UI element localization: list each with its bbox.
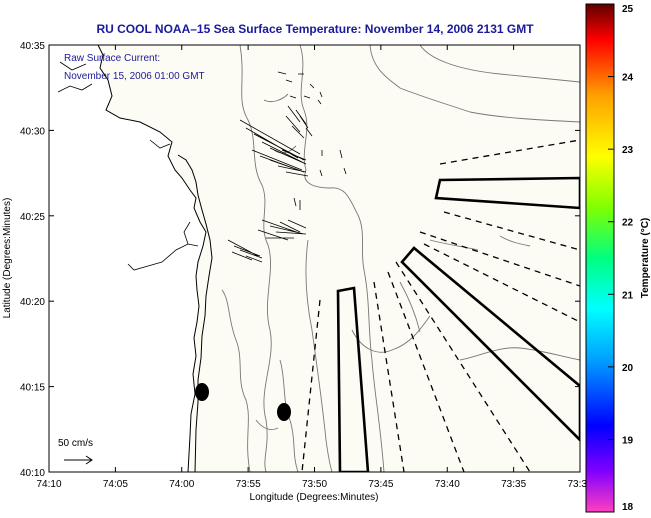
x-tick-label: 73:35	[501, 479, 526, 490]
y-tick-label: 40:20	[20, 297, 45, 308]
y-tick-label: 40:35	[20, 41, 45, 52]
bathymetry-contours	[221, 45, 580, 472]
station-marker-1[interactable]	[195, 383, 209, 401]
colorbar-gradient	[585, 3, 615, 513]
radar-rays	[301, 139, 580, 472]
colorbar-tick-label: 19	[622, 435, 634, 446]
annotation-line-2: November 15, 2006 01:00 GMT	[64, 71, 205, 82]
y-tick-label: 40:25	[20, 212, 45, 223]
land-detail	[57, 61, 171, 149]
annotation-line-1: Raw Surface Current:	[64, 53, 160, 64]
colorbar-ticks: 18 19 20 21 22 23 24 25	[608, 3, 634, 513]
x-axis-ticks: 74:10 74:05 74:00 73:55 73:50 73:45 73:40 73:35…	[36, 45, 593, 490]
x-tick-label: 73:40	[435, 479, 460, 490]
y-axis-label: Latitude (Degrees:Minutes)	[2, 198, 13, 319]
y-tick-label: 40:10	[20, 468, 45, 479]
x-tick-label: 73:30	[567, 479, 592, 490]
x-axis-label: Longitude (Degrees:Minutes)	[250, 492, 379, 503]
station-marker-2[interactable]	[277, 403, 291, 421]
x-tick-label: 73:50	[302, 479, 327, 490]
barrier-island-line	[177, 154, 213, 472]
land-mass	[49, 45, 207, 472]
colorbar-label: Temperature (°C)	[640, 218, 651, 299]
colorbar-tick-label: 23	[622, 145, 634, 156]
colorbar-tick-label: 25	[622, 4, 634, 15]
x-tick-label: 73:55	[236, 479, 261, 490]
y-tick-label: 40:30	[20, 126, 45, 137]
colorbar-tick-label: 20	[622, 363, 634, 374]
temperature-colorbar: 18 19 20 21 22 23 24 25 Temperature (°C)	[585, 3, 651, 513]
x-tick-label: 74:05	[103, 479, 128, 490]
scale-arrow	[64, 455, 93, 465]
sampling-polygons	[336, 176, 580, 472]
y-axis-ticks: 40:10 40:15 40:20 40:25 40:30 40:35	[20, 41, 580, 479]
map-title: RU COOL NOAA–15 Sea Surface Temperature:…	[96, 22, 534, 36]
river-inlet	[127, 221, 199, 271]
y-tick-label: 40:15	[20, 383, 45, 394]
scale-label: 50 cm/s	[58, 438, 93, 449]
colorbar-tick-label: 22	[622, 218, 634, 229]
colorbar-tick-label: 21	[622, 290, 634, 301]
current-vectors	[227, 71, 347, 263]
x-tick-label: 73:45	[368, 479, 393, 490]
x-tick-label: 74:10	[36, 479, 61, 490]
colorbar-tick-label: 18	[622, 502, 634, 513]
colorbar-tick-label: 24	[622, 73, 634, 84]
x-tick-label: 74:00	[169, 479, 194, 490]
